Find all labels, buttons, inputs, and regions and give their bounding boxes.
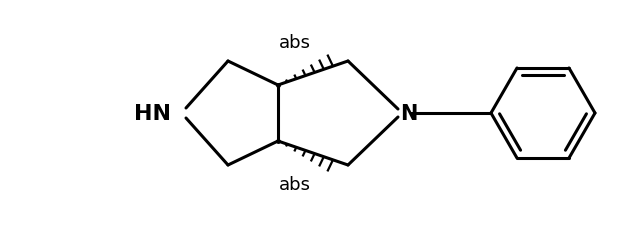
Text: abs: abs <box>279 34 311 52</box>
Text: abs: abs <box>279 175 311 193</box>
Text: HN: HN <box>134 104 170 123</box>
Text: N: N <box>400 104 417 123</box>
